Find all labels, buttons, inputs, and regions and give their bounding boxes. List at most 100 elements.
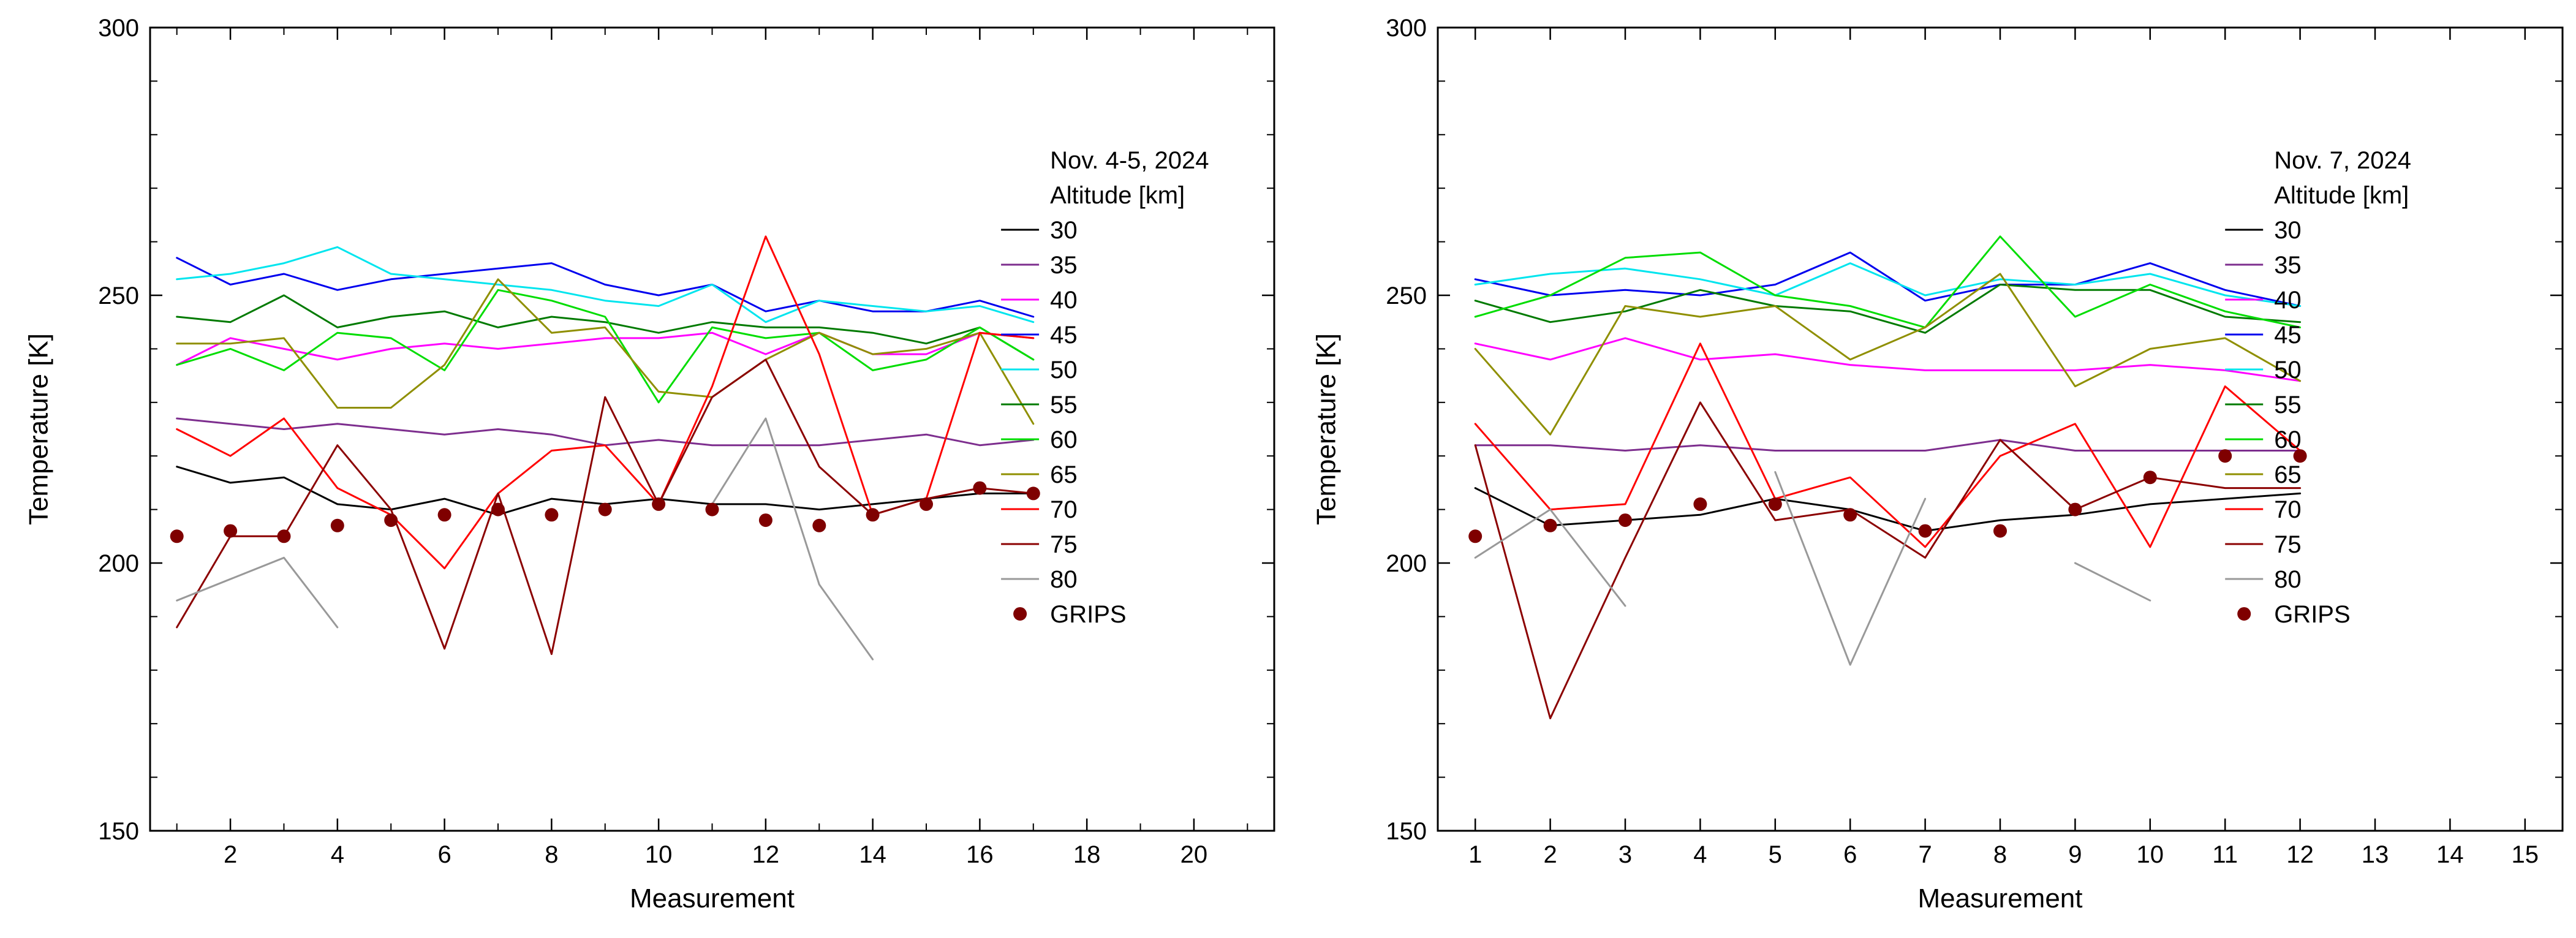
- grips-dot: [491, 502, 505, 516]
- x-tick-label: 15: [2512, 841, 2539, 868]
- grips-dot: [920, 497, 933, 511]
- legend-grips-marker: [2237, 607, 2251, 621]
- y-axis-title: Temperature [K]: [1311, 333, 1341, 525]
- grips-dot: [812, 518, 826, 532]
- series-line-65km: [1474, 273, 2302, 436]
- series-line-75km: [176, 358, 1035, 656]
- legend-label-45: 45: [1050, 322, 1078, 349]
- x-tick-label: 10: [645, 841, 673, 868]
- legend-title-1: Altitude [km]: [1050, 182, 1185, 209]
- grips-dot: [705, 502, 719, 516]
- x-tick-label: 6: [437, 841, 451, 868]
- legend-label-30: 30: [2274, 217, 2302, 244]
- grips-dot: [1618, 513, 1632, 528]
- legend-label-55: 55: [1050, 391, 1078, 418]
- series-line-60km: [1474, 235, 2302, 328]
- chart-panel-right: 1 2 3 4 5 6 7 8 9 10 11 12 13 14 15 150 200 250 300 Measure…: [1288, 0, 2576, 938]
- series-line-80km: [1474, 471, 2151, 666]
- x-axis-title: Measurement: [1917, 883, 2082, 913]
- series-line-45km: [176, 257, 1035, 318]
- y-tick-label: 150: [1386, 818, 1427, 845]
- x-tick-label: 7: [1918, 841, 1932, 868]
- y-axis-title: Temperature [K]: [23, 333, 53, 525]
- grips-dot: [1768, 497, 1782, 511]
- x-tick-label: 3: [1618, 841, 1632, 868]
- chart-nov-4-5: 2 4 6 8 10 12 14 16 18 20 150 200 250 300 Measurement T…: [23, 15, 1275, 913]
- y-tick-label: 300: [98, 15, 139, 42]
- grips-dot: [1843, 508, 1857, 522]
- grips-dot: [1918, 524, 1932, 538]
- y-tick-label: 300: [1386, 15, 1427, 42]
- grips-dot: [1543, 518, 1557, 532]
- series-line-50km: [1474, 262, 2302, 307]
- series-line-65km: [176, 278, 1035, 425]
- x-tick-label: 9: [2068, 841, 2082, 868]
- x-tick-label: 12: [752, 841, 780, 868]
- x-tick-label: 10: [2137, 841, 2164, 868]
- series-line-55km: [176, 294, 1035, 361]
- x-axis-title: Measurement: [630, 883, 795, 913]
- series-line-45km: [1474, 251, 2302, 307]
- series-line-80km: [176, 417, 874, 660]
- x-tick-label: 4: [331, 841, 344, 868]
- legend-label-30: 30: [1050, 217, 1078, 244]
- series-line-40km: [1474, 337, 2302, 382]
- legend-label-grips: GRIPS: [1050, 601, 1126, 628]
- y-tick-label: 250: [1386, 282, 1427, 309]
- legend-label-55: 55: [2274, 391, 2302, 418]
- chart-panel-left: 2 4 6 8 10 12 14 16 18 20 150 200 250 300 Measurement T…: [23, 15, 1275, 913]
- x-tick-label: 2: [1543, 841, 1557, 868]
- x-tick-label: 6: [1843, 841, 1857, 868]
- grips-dot: [866, 508, 880, 522]
- legend-label-70: 70: [2274, 496, 2302, 523]
- x-tick-label: 13: [2362, 841, 2389, 868]
- x-tick-label: 18: [1073, 841, 1101, 868]
- series-line-35km: [176, 417, 1035, 447]
- legend-label-50: 50: [2274, 357, 2302, 384]
- legend-label-75: 75: [2274, 531, 2302, 558]
- series-line-35km: [1474, 439, 2302, 452]
- legend-label-80: 80: [2274, 566, 2302, 593]
- legend-label-45: 45: [2274, 322, 2302, 349]
- x-tick-label: 16: [966, 841, 994, 868]
- series-line-70km: [1474, 342, 2302, 548]
- legend-label-70: 70: [1050, 496, 1078, 523]
- legend-label-80: 80: [1050, 566, 1078, 593]
- series-line-50km: [176, 246, 1035, 323]
- grips-dot: [1468, 529, 1483, 543]
- legend-title-0: Nov. 7, 2024: [2274, 147, 2411, 174]
- x-tick-label: 12: [2286, 841, 2314, 868]
- grips-dot: [1993, 524, 2007, 538]
- legend-label-65: 65: [1050, 461, 1078, 488]
- legend-label-40: 40: [1050, 287, 1078, 314]
- chart-nov-7: 1 2 3 4 5 6 7 8 9 10 11 12 13 14 15150200250300Measure…: [1311, 15, 2564, 913]
- legend-label-65: 65: [2274, 461, 2302, 488]
- legend-label-50: 50: [1050, 357, 1078, 384]
- grips-dot: [598, 502, 612, 516]
- grips-dot: [545, 508, 559, 522]
- x-tick-label: 11: [2212, 841, 2238, 868]
- grips-dot: [2293, 449, 2307, 463]
- y-tick-label: 200: [98, 550, 139, 577]
- y-tick-label: 250: [98, 282, 139, 309]
- grips-dot: [1026, 486, 1040, 501]
- legend-title-1: Altitude [km]: [2274, 182, 2409, 209]
- legend-label-60: 60: [2274, 426, 2302, 453]
- legend-label-40: 40: [2274, 287, 2302, 314]
- legend-label-75: 75: [1050, 531, 1078, 558]
- x-tick-label: 8: [1993, 841, 2007, 868]
- legend-grips-marker: [1013, 607, 1027, 621]
- grips-dot: [973, 481, 987, 495]
- x-tick-label: 14: [859, 841, 886, 868]
- x-tick-label: 1: [1468, 841, 1482, 868]
- grips-dot: [2068, 502, 2082, 516]
- grips-dot: [384, 513, 398, 528]
- series-line-70km: [176, 235, 1035, 570]
- x-tick-label: 5: [1769, 841, 1782, 868]
- grips-dot: [224, 524, 238, 538]
- grips-dot: [277, 529, 291, 543]
- x-tick-label: 8: [545, 841, 558, 868]
- legend-label-60: 60: [1050, 426, 1078, 453]
- grips-dot: [1693, 497, 1707, 511]
